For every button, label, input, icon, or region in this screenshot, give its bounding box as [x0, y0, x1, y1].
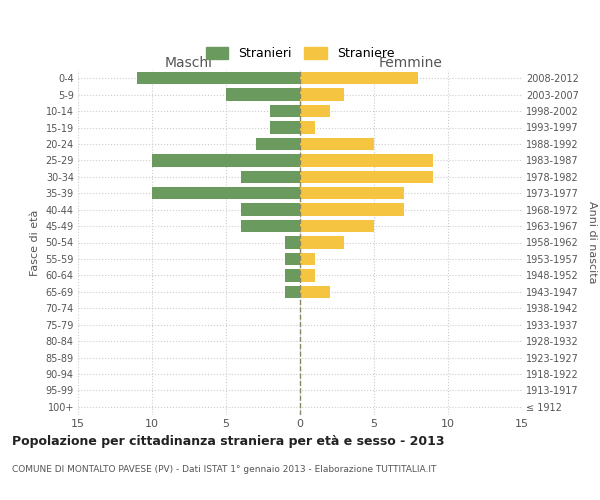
Bar — [300, 154, 433, 166]
Bar — [300, 122, 315, 134]
Bar — [300, 187, 404, 200]
Bar — [300, 253, 315, 265]
Bar — [300, 72, 418, 85]
Y-axis label: Fasce di età: Fasce di età — [30, 210, 40, 276]
Bar — [300, 170, 433, 183]
Text: Popolazione per cittadinanza straniera per età e sesso - 2013: Popolazione per cittadinanza straniera p… — [12, 435, 445, 448]
Bar — [271, 122, 300, 134]
Bar — [285, 286, 300, 298]
Bar — [285, 253, 300, 265]
Bar — [300, 88, 344, 101]
Bar — [137, 72, 300, 85]
Bar — [285, 269, 300, 281]
Text: COMUNE DI MONTALTO PAVESE (PV) - Dati ISTAT 1° gennaio 2013 - Elaborazione TUTTI: COMUNE DI MONTALTO PAVESE (PV) - Dati IS… — [12, 465, 436, 474]
Bar — [300, 286, 329, 298]
Bar — [300, 236, 344, 248]
Bar — [300, 220, 374, 232]
Bar — [152, 154, 300, 166]
Text: Maschi: Maschi — [165, 56, 213, 70]
Bar — [241, 204, 300, 216]
Bar — [256, 138, 300, 150]
Bar — [300, 204, 404, 216]
Bar — [152, 187, 300, 200]
Legend: Stranieri, Straniere: Stranieri, Straniere — [206, 46, 394, 60]
Bar — [300, 269, 315, 281]
Bar — [241, 170, 300, 183]
Bar — [241, 220, 300, 232]
Bar — [285, 236, 300, 248]
Y-axis label: Anni di nascita: Anni di nascita — [587, 201, 598, 283]
Bar — [226, 88, 300, 101]
Text: Femmine: Femmine — [379, 56, 443, 70]
Bar — [271, 105, 300, 117]
Bar — [300, 138, 374, 150]
Bar — [300, 105, 329, 117]
